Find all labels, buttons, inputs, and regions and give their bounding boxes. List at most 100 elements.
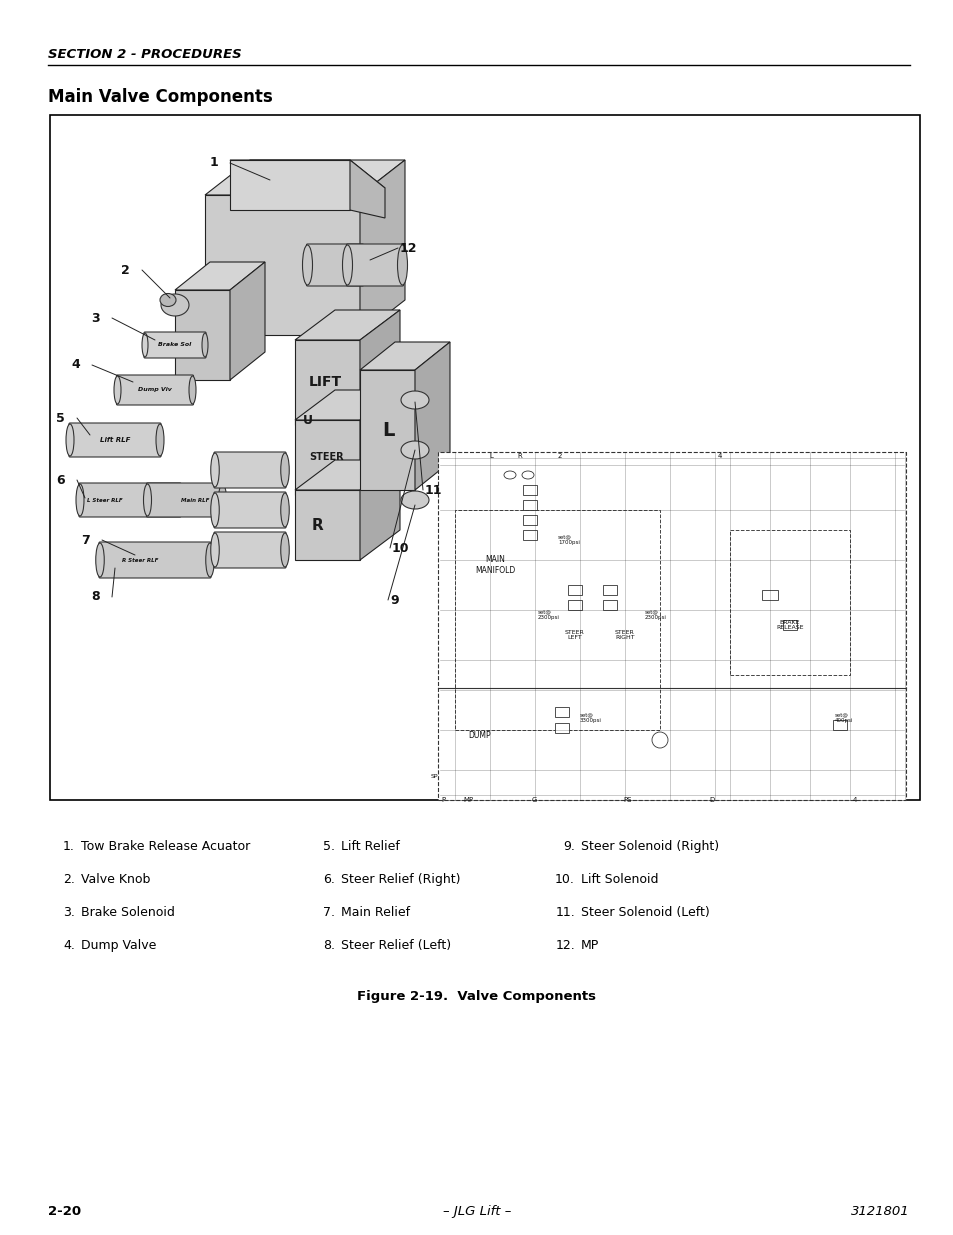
Ellipse shape <box>521 471 534 479</box>
Text: set@
2300psi: set@ 2300psi <box>537 610 559 620</box>
Polygon shape <box>294 390 399 420</box>
Text: Figure 2-19.  Valve Components: Figure 2-19. Valve Components <box>357 990 596 1003</box>
Bar <box>455 510 659 730</box>
Bar <box>437 452 905 800</box>
Text: L Steer RLF: L Steer RLF <box>87 498 123 503</box>
Polygon shape <box>294 340 359 425</box>
Text: DUMP: DUMP <box>468 730 491 740</box>
Ellipse shape <box>113 375 121 404</box>
Text: U: U <box>303 414 313 426</box>
Ellipse shape <box>175 484 184 516</box>
Polygon shape <box>359 390 399 495</box>
Polygon shape <box>359 310 399 425</box>
Text: MP: MP <box>462 797 473 803</box>
Text: Valve Knob: Valve Knob <box>81 873 151 885</box>
Bar <box>522 515 537 525</box>
Ellipse shape <box>95 543 104 577</box>
Polygon shape <box>174 290 230 380</box>
Text: L: L <box>381 420 394 440</box>
Text: R Steer RLF: R Steer RLF <box>122 557 158 562</box>
Text: set@
400psi: set@ 400psi <box>834 713 853 724</box>
Text: 12.: 12. <box>555 939 575 952</box>
Polygon shape <box>174 262 265 290</box>
Text: 7: 7 <box>81 534 90 547</box>
Ellipse shape <box>400 441 429 459</box>
Text: 1: 1 <box>209 157 218 169</box>
Bar <box>522 530 537 540</box>
Text: G: G <box>531 797 537 803</box>
Ellipse shape <box>156 424 164 456</box>
Circle shape <box>651 732 667 748</box>
Text: Steer Solenoid (Left): Steer Solenoid (Left) <box>580 906 709 919</box>
Text: 3.: 3. <box>63 906 75 919</box>
Text: Lift Solenoid: Lift Solenoid <box>580 873 658 885</box>
Polygon shape <box>294 490 359 559</box>
Text: BRAKE
RELEASE: BRAKE RELEASE <box>776 620 803 630</box>
Bar <box>832 720 846 730</box>
Ellipse shape <box>76 484 84 516</box>
Bar <box>729 530 849 676</box>
Ellipse shape <box>211 493 219 527</box>
FancyBboxPatch shape <box>213 492 286 529</box>
Ellipse shape <box>66 424 74 456</box>
Text: PS: PS <box>623 797 632 803</box>
Text: 2.: 2. <box>63 873 75 885</box>
Polygon shape <box>205 195 359 335</box>
Bar <box>602 600 617 610</box>
Ellipse shape <box>161 294 189 316</box>
Polygon shape <box>294 310 399 340</box>
Bar <box>50 115 919 800</box>
Text: – JLG Lift –: – JLG Lift – <box>442 1205 511 1218</box>
Text: 4: 4 <box>71 358 80 372</box>
Ellipse shape <box>342 245 352 285</box>
FancyBboxPatch shape <box>99 542 211 578</box>
FancyBboxPatch shape <box>306 245 363 287</box>
Bar <box>555 706 568 718</box>
Text: set@
3300psi: set@ 3300psi <box>579 713 601 724</box>
Text: P: P <box>440 797 445 803</box>
Text: 3121801: 3121801 <box>850 1205 909 1218</box>
Text: 8: 8 <box>91 590 100 604</box>
Bar <box>567 585 581 595</box>
FancyBboxPatch shape <box>144 332 206 358</box>
Ellipse shape <box>280 493 289 527</box>
Text: SECTION 2 - PROCEDURES: SECTION 2 - PROCEDURES <box>48 48 241 61</box>
Text: 5.: 5. <box>323 840 335 853</box>
Ellipse shape <box>503 471 516 479</box>
Text: Dump Viv: Dump Viv <box>138 388 172 393</box>
FancyBboxPatch shape <box>69 424 161 457</box>
Polygon shape <box>359 370 415 490</box>
Ellipse shape <box>400 391 429 409</box>
Text: 1.: 1. <box>63 840 75 853</box>
FancyBboxPatch shape <box>79 483 181 517</box>
Text: 10: 10 <box>392 541 409 555</box>
FancyBboxPatch shape <box>213 452 286 488</box>
Bar <box>555 722 568 734</box>
Text: Brake Solenoid: Brake Solenoid <box>81 906 174 919</box>
Text: Lift RLF: Lift RLF <box>100 437 130 443</box>
Text: Steer Relief (Left): Steer Relief (Left) <box>340 939 451 952</box>
Text: 11.: 11. <box>555 906 575 919</box>
Polygon shape <box>294 459 399 490</box>
Text: 10.: 10. <box>555 873 575 885</box>
Text: Steer Solenoid (Right): Steer Solenoid (Right) <box>580 840 719 853</box>
Ellipse shape <box>400 492 429 509</box>
Text: set@
1700psi: set@ 1700psi <box>558 535 579 546</box>
Text: 12: 12 <box>399 242 417 254</box>
Text: Brake Sol: Brake Sol <box>158 342 192 347</box>
Text: R: R <box>517 453 522 459</box>
Ellipse shape <box>211 534 219 567</box>
Text: 2: 2 <box>121 263 130 277</box>
Text: 2-20: 2-20 <box>48 1205 81 1218</box>
Text: LIFT: LIFT <box>308 375 341 389</box>
Bar <box>602 585 617 595</box>
Polygon shape <box>230 262 265 380</box>
Text: STEER
LEFT: STEER LEFT <box>564 630 584 641</box>
Polygon shape <box>350 161 385 219</box>
Ellipse shape <box>397 245 407 285</box>
Ellipse shape <box>206 543 214 577</box>
Text: 6: 6 <box>56 473 65 487</box>
Text: 7.: 7. <box>323 906 335 919</box>
FancyBboxPatch shape <box>116 375 193 405</box>
Text: D: D <box>709 797 714 803</box>
